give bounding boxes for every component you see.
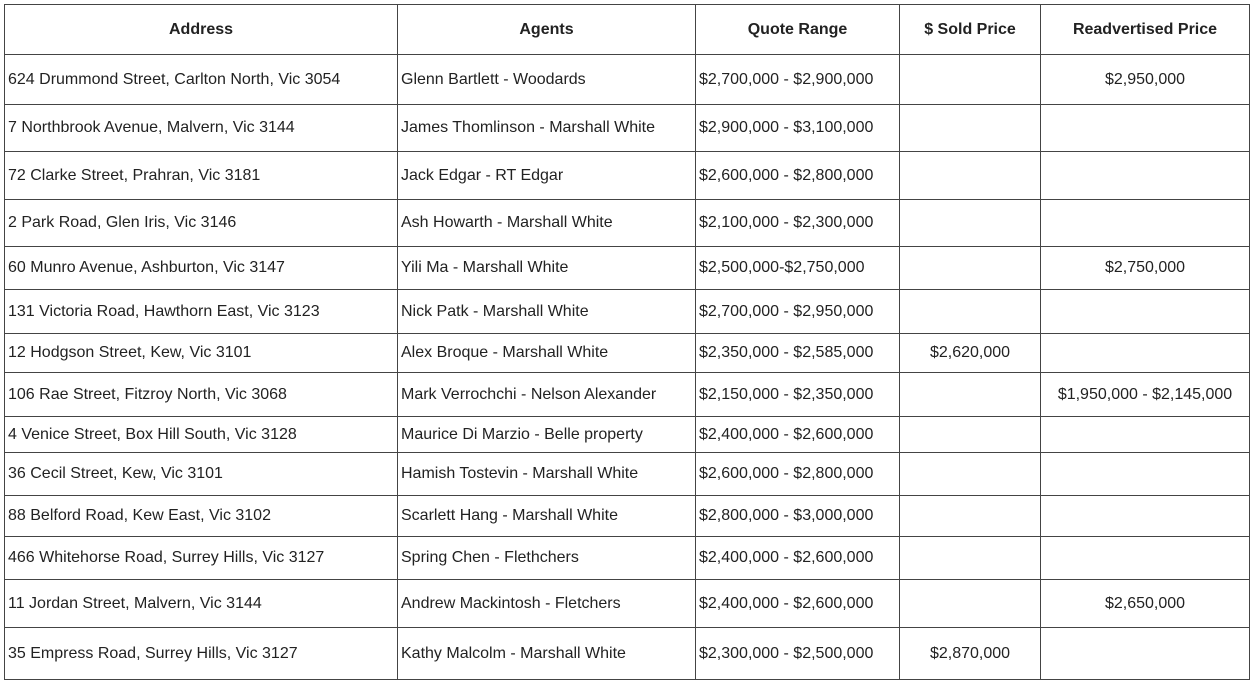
table-row: 35 Empress Road, Surrey Hills, Vic 3127 K…	[4, 627, 1250, 680]
table-cell: $2,500,000-$2,750,000	[695, 246, 900, 290]
table-cell	[899, 452, 1041, 496]
table-cell	[899, 536, 1041, 580]
table-cell: $2,700,000 - $2,950,000	[695, 289, 900, 334]
table-cell: 88 Belford Road, Kew East, Vic 3102	[4, 495, 398, 537]
table-cell: 12 Hodgson Street, Kew, Vic 3101	[4, 333, 398, 373]
table-cell	[1040, 416, 1250, 453]
column-header: Address	[4, 4, 398, 55]
table-cell	[899, 104, 1041, 152]
table-cell	[899, 151, 1041, 200]
table-cell: Mark Verrochchi - Nelson Alexander	[397, 372, 696, 417]
table-row: 88 Belford Road, Kew East, Vic 3102 Scarl…	[4, 495, 1250, 537]
table-body: 624 Drummond Street, Carlton North, Vic …	[4, 54, 1250, 680]
table-cell	[1040, 495, 1250, 537]
table-cell	[899, 416, 1041, 453]
table-row: 2 Park Road, Glen Iris, Vic 3146 Ash Howa…	[4, 199, 1250, 247]
table-head: Address Agents Quote Range $ Sold Price Read…	[4, 4, 1250, 55]
table-cell: 36 Cecil Street, Kew, Vic 3101	[4, 452, 398, 496]
table-cell: $2,400,000 - $2,600,000	[695, 536, 900, 580]
column-header: $ Sold Price	[899, 4, 1041, 55]
table-row: 36 Cecil Street, Kew, Vic 3101 Hamish Tos…	[4, 452, 1250, 496]
table-cell: $2,750,000	[1040, 246, 1250, 290]
table-cell: Hamish Tostevin - Marshall White	[397, 452, 696, 496]
table-cell	[899, 199, 1041, 247]
table-cell	[899, 289, 1041, 334]
table-row: 131 Victoria Road, Hawthorn East, Vic 31…	[4, 289, 1250, 334]
table-cell: Scarlett Hang - Marshall White	[397, 495, 696, 537]
table-cell: $2,400,000 - $2,600,000	[695, 579, 900, 628]
table-cell: $2,600,000 - $2,800,000	[695, 151, 900, 200]
table-cell	[899, 495, 1041, 537]
table-cell: $2,300,000 - $2,500,000	[695, 627, 900, 680]
table-cell: $2,350,000 - $2,585,000	[695, 333, 900, 373]
table-cell	[899, 372, 1041, 417]
table-cell: $2,650,000	[1040, 579, 1250, 628]
table-cell	[899, 54, 1041, 105]
table-row: 466 Whitehorse Road, Surrey Hills, Vic 3…	[4, 536, 1250, 580]
column-header: Agents	[397, 4, 696, 55]
table-cell	[1040, 151, 1250, 200]
table-row: 60 Munro Avenue, Ashburton, Vic 3147 Yili…	[4, 246, 1250, 290]
table-cell: Ash Howarth - Marshall White	[397, 199, 696, 247]
table-cell: 106 Rae Street, Fitzroy North, Vic 3068	[4, 372, 398, 417]
table-cell: 131 Victoria Road, Hawthorn East, Vic 31…	[4, 289, 398, 334]
table-cell	[1040, 536, 1250, 580]
table-cell: $2,620,000	[899, 333, 1041, 373]
table-cell: 2 Park Road, Glen Iris, Vic 3146	[4, 199, 398, 247]
table-cell: $2,150,000 - $2,350,000	[695, 372, 900, 417]
table-cell	[1040, 104, 1250, 152]
table-row: 4 Venice Street, Box Hill South, Vic 312…	[4, 416, 1250, 453]
table-row: 7 Northbrook Avenue, Malvern, Vic 3144 Ja…	[4, 104, 1250, 152]
table-cell: Yili Ma - Marshall White	[397, 246, 696, 290]
table-cell	[1040, 333, 1250, 373]
table-row: 106 Rae Street, Fitzroy North, Vic 3068 M…	[4, 372, 1250, 417]
table-cell: 624 Drummond Street, Carlton North, Vic …	[4, 54, 398, 105]
table-cell: Maurice Di Marzio - Belle property	[397, 416, 696, 453]
table-cell: $2,870,000	[899, 627, 1041, 680]
table-cell: Alex Broque - Marshall White	[397, 333, 696, 373]
table-cell: 35 Empress Road, Surrey Hills, Vic 3127	[4, 627, 398, 680]
table-cell: 11 Jordan Street, Malvern, Vic 3144	[4, 579, 398, 628]
listing-table: Address Agents Quote Range $ Sold Price Read…	[4, 4, 1250, 680]
table-row: 72 Clarke Street, Prahran, Vic 3181 Jack …	[4, 151, 1250, 200]
column-header: Readvertised Price	[1040, 4, 1250, 55]
table-cell: $2,400,000 - $2,600,000	[695, 416, 900, 453]
header-row: Address Agents Quote Range $ Sold Price Read…	[4, 4, 1250, 55]
table-cell: 7 Northbrook Avenue, Malvern, Vic 3144	[4, 104, 398, 152]
table-cell	[1040, 199, 1250, 247]
table-cell: 72 Clarke Street, Prahran, Vic 3181	[4, 151, 398, 200]
column-header: Quote Range	[695, 4, 900, 55]
table-cell: 60 Munro Avenue, Ashburton, Vic 3147	[4, 246, 398, 290]
table-cell: James Thomlinson - Marshall White	[397, 104, 696, 152]
table-cell	[1040, 452, 1250, 496]
table-cell: Andrew Mackintosh - Fletchers	[397, 579, 696, 628]
table-cell: Nick Patk - Marshall White	[397, 289, 696, 334]
table-cell: Glenn Bartlett - Woodards	[397, 54, 696, 105]
table-cell: $2,100,000 - $2,300,000	[695, 199, 900, 247]
table-cell: 466 Whitehorse Road, Surrey Hills, Vic 3…	[4, 536, 398, 580]
table-cell: Jack Edgar - RT Edgar	[397, 151, 696, 200]
table-cell: Spring Chen - Flethchers	[397, 536, 696, 580]
table-cell: $2,800,000 - $3,000,000	[695, 495, 900, 537]
table-row: 12 Hodgson Street, Kew, Vic 3101 Alex Bro…	[4, 333, 1250, 373]
table-cell: $2,950,000	[1040, 54, 1250, 105]
table-row: 11 Jordan Street, Malvern, Vic 3144 Andre…	[4, 579, 1250, 628]
table-cell	[1040, 627, 1250, 680]
table-cell: $1,950,000 - $2,145,000	[1040, 372, 1250, 417]
table-cell: $2,900,000 - $3,100,000	[695, 104, 900, 152]
table-cell: $2,600,000 - $2,800,000	[695, 452, 900, 496]
table-cell: 4 Venice Street, Box Hill South, Vic 312…	[4, 416, 398, 453]
table-cell: $2,700,000 - $2,900,000	[695, 54, 900, 105]
table-cell	[1040, 289, 1250, 334]
table-row: 624 Drummond Street, Carlton North, Vic …	[4, 54, 1250, 105]
table-cell	[899, 246, 1041, 290]
table-cell: Kathy Malcolm - Marshall White	[397, 627, 696, 680]
table-cell	[899, 579, 1041, 628]
